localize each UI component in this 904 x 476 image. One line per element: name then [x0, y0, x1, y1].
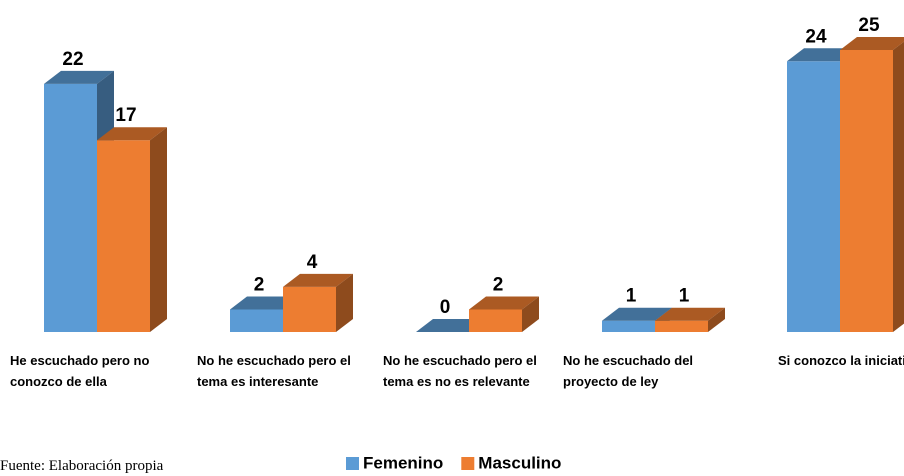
legend-label: Femenino [363, 453, 443, 472]
bar-top [230, 296, 300, 310]
legend-label: Masculino [478, 453, 561, 472]
bar-top [44, 70, 114, 84]
value-label: 25 [858, 15, 880, 36]
bar-side [893, 41, 904, 332]
x-tick-label: No he escuchado del proyecto de ley [563, 353, 694, 389]
value-label: 17 [115, 105, 136, 126]
value-label: 1 [679, 286, 690, 307]
bar-front [44, 83, 97, 332]
bar-front [787, 61, 840, 332]
bar-side [708, 307, 725, 332]
value-label: 2 [254, 274, 265, 295]
bar-side [522, 296, 539, 332]
value-label: 1 [626, 286, 637, 307]
bar-top [97, 127, 167, 141]
bar-front [840, 50, 893, 332]
bar-top [602, 307, 672, 321]
bar-top [283, 273, 353, 287]
x-tick-label: He escuchado pero no conozco de ella [10, 353, 150, 389]
note: Fuente: Elaboración propia [0, 458, 164, 474]
bar-front [655, 320, 708, 332]
bar-front [602, 320, 655, 332]
value-label: 22 [62, 49, 83, 70]
bar-top [469, 296, 539, 310]
legend-swatch [461, 457, 475, 470]
value-label: 2 [493, 274, 504, 295]
bar-side [336, 273, 353, 332]
value-label: 0 [440, 297, 451, 318]
bar-top [787, 48, 857, 62]
x-tick-label: Si conozco la iniciativa [778, 353, 904, 368]
bar-side [150, 127, 167, 333]
bar-front [230, 309, 283, 332]
value-label: 24 [805, 26, 827, 47]
legend-swatch [346, 457, 359, 470]
bar-front [469, 309, 522, 332]
x-tick-label: No he escuchado pero el tema es interesa… [197, 353, 351, 389]
bar-top [416, 319, 486, 332]
value-label: 4 [307, 252, 318, 273]
bar-front [97, 140, 150, 332]
bar-front [283, 286, 336, 332]
x-tick-label: No he escuchado pero el tema es no es re… [383, 353, 537, 389]
bar-top [840, 37, 904, 50]
bar-top [655, 307, 725, 321]
